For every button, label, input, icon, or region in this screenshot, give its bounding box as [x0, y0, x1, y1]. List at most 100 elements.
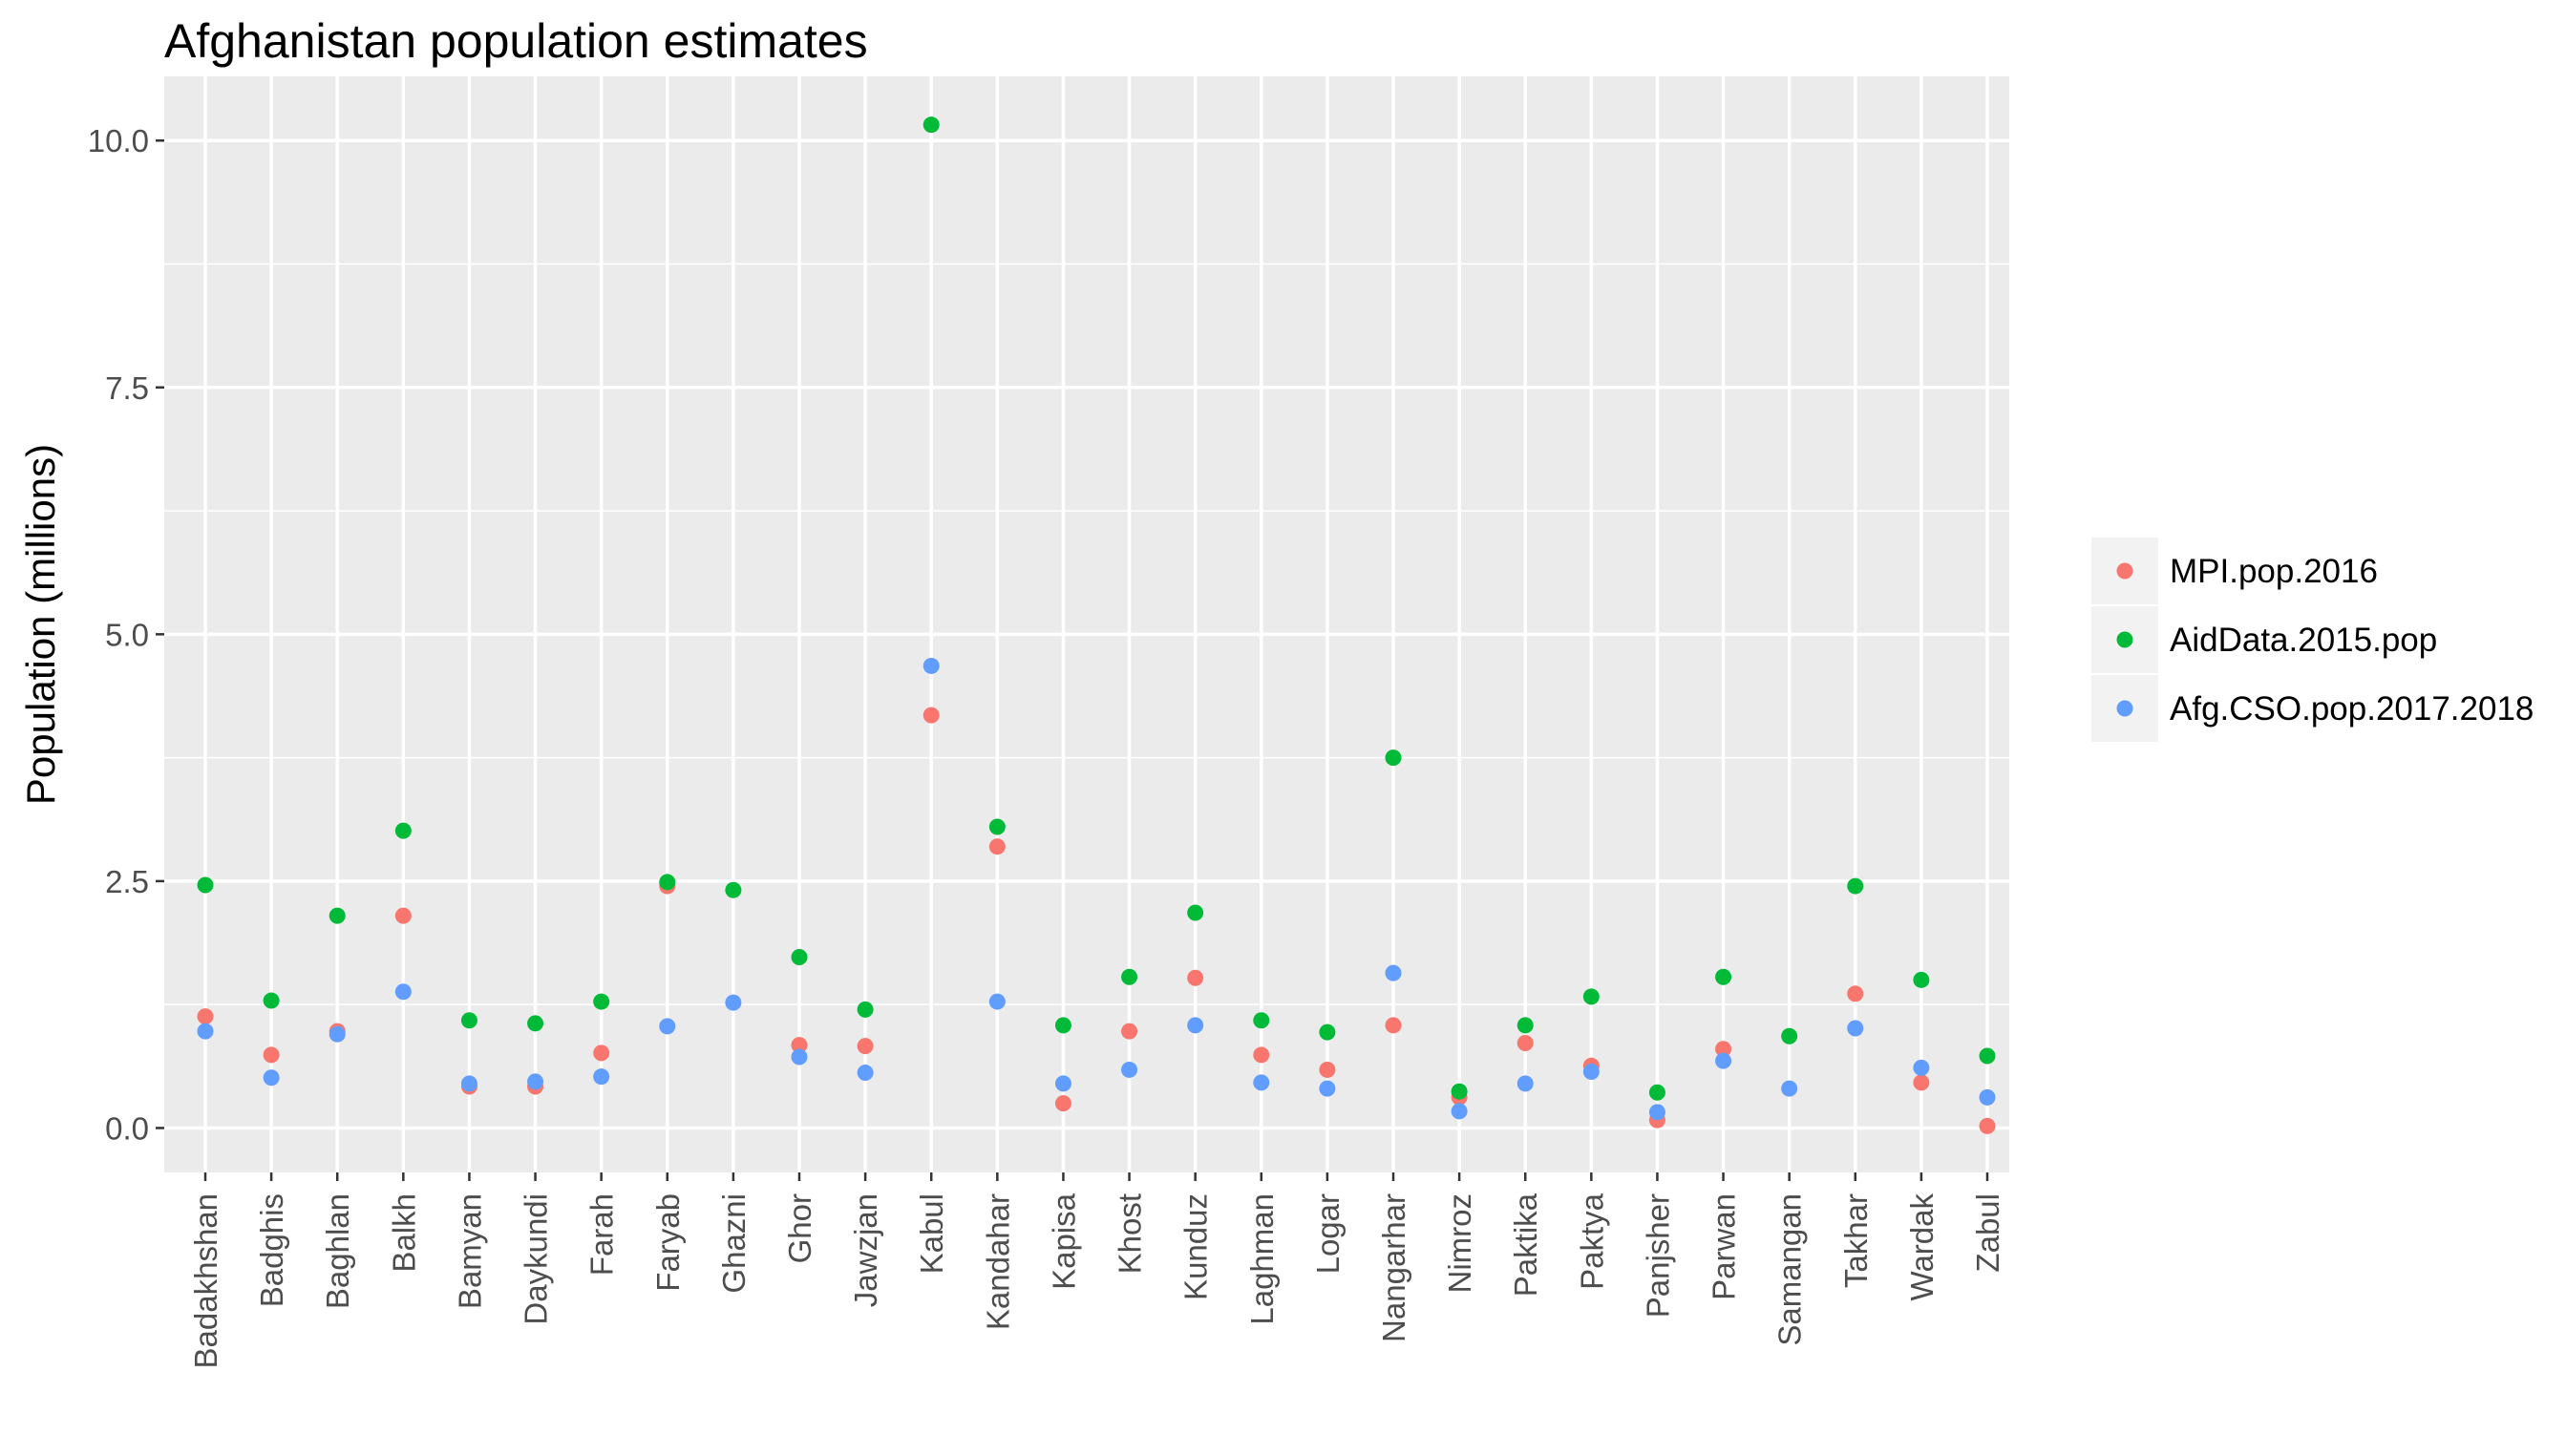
data-point [1847, 985, 1864, 1002]
data-point [922, 657, 940, 674]
y-axis: 0.0 2.5 5.0 7.5 10.0 [88, 123, 164, 1146]
data-point [394, 907, 412, 924]
data-point [394, 822, 412, 839]
data-point [1319, 1061, 1336, 1078]
data-point [1253, 1046, 1270, 1064]
x-tick-label: Badakhshan [188, 1193, 223, 1368]
data-point [197, 876, 214, 894]
x-tick-label: Baghlan [320, 1193, 355, 1309]
data-point [460, 1075, 477, 1092]
data-point [791, 1037, 808, 1054]
y-tick-label: 10.0 [88, 123, 149, 158]
data-point [1648, 1104, 1665, 1121]
data-point [1054, 1017, 1071, 1034]
y-tick-label: 2.5 [105, 864, 149, 899]
x-tick-label: Balkh [386, 1193, 421, 1273]
x-tick-label: Laghman [1244, 1193, 1280, 1325]
data-point [263, 1046, 280, 1064]
data-point [197, 1023, 214, 1040]
data-point [1516, 1075, 1534, 1092]
data-point [263, 1069, 280, 1087]
data-point [527, 1073, 544, 1090]
x-tick-label: Kandahar [980, 1193, 1015, 1330]
data-point [1385, 1017, 1402, 1034]
y-tick-label: 7.5 [105, 370, 149, 406]
x-axis: Badakhshan Badghis Baghlan Balkh Bamyan Dayku… [188, 1172, 2005, 1368]
legend-key-point [2116, 700, 2133, 717]
data-point [922, 707, 940, 724]
y-tick-label: 5.0 [105, 617, 149, 652]
data-point [1979, 1088, 1996, 1106]
data-point [263, 992, 280, 1009]
data-point [329, 1025, 346, 1043]
data-point [988, 818, 1006, 835]
data-point [1715, 1052, 1732, 1069]
x-tick-label: Kabul [914, 1193, 949, 1274]
data-point [329, 907, 346, 924]
x-tick-label: Kapisa [1046, 1192, 1081, 1290]
x-tick-label: Badghis [254, 1193, 289, 1307]
data-point [1319, 1023, 1336, 1041]
data-point [1979, 1117, 1996, 1134]
data-point [1121, 1023, 1138, 1040]
data-point [988, 838, 1006, 855]
x-tick-label: Parwan [1707, 1193, 1742, 1300]
data-point [1187, 904, 1204, 921]
x-tick-label: Nimroz [1442, 1193, 1477, 1294]
data-point [1187, 969, 1204, 986]
x-tick-label: Nangarhar [1376, 1193, 1411, 1342]
x-tick-label: Faryab [650, 1193, 686, 1292]
data-point [1582, 1064, 1600, 1081]
data-point [1121, 1061, 1138, 1078]
grid-minor [164, 263, 2009, 1005]
data-point [1121, 968, 1138, 985]
data-point [394, 983, 412, 1001]
x-tick-label: Paktya [1574, 1192, 1609, 1290]
legend-label: MPI.pop.2016 [2170, 553, 2378, 590]
x-tick-label: Daykundi [519, 1193, 554, 1325]
x-tick-label: Kunduz [1178, 1193, 1214, 1300]
grid-major [164, 76, 2009, 1172]
legend-key-point [2116, 562, 2133, 580]
data-point [1253, 1012, 1270, 1029]
x-tick-label: Zabul [1970, 1193, 2005, 1273]
data-point [1847, 877, 1864, 895]
data-point [1582, 988, 1600, 1005]
data-point [1715, 968, 1732, 985]
data-point [1648, 1084, 1665, 1101]
data-point [1781, 1027, 1798, 1045]
data-point [593, 993, 610, 1010]
data-point [1913, 971, 1930, 988]
x-tick-label: Paktika [1508, 1192, 1543, 1297]
plot-panel [164, 76, 2009, 1172]
data-point [197, 1008, 214, 1025]
y-axis-title: Population (millions) [18, 444, 63, 805]
data-point [1054, 1095, 1071, 1112]
x-tick-label: Logar [1310, 1193, 1346, 1274]
data-point [460, 1012, 477, 1029]
data-point [988, 993, 1006, 1010]
y-tick-label: 0.0 [105, 1110, 149, 1146]
data-point [527, 1015, 544, 1032]
legend-label: AidData.2015.pop [2170, 622, 2437, 659]
x-tick-label: Wardak [1904, 1193, 1940, 1301]
data-point [1913, 1074, 1930, 1091]
data-point [1385, 749, 1402, 767]
data-point [791, 1048, 808, 1066]
x-tick-label: Takhar [1838, 1193, 1874, 1288]
x-tick-label: Samangan [1772, 1193, 1808, 1346]
data-point [1054, 1075, 1071, 1092]
x-tick-label: Ghor [782, 1193, 817, 1263]
data-point [725, 994, 742, 1011]
data-point [1516, 1035, 1534, 1052]
x-tick-label: Khost [1113, 1193, 1148, 1274]
data-point [857, 1065, 874, 1082]
data-point [1451, 1083, 1468, 1100]
data-point [593, 1045, 610, 1062]
data-point [1781, 1080, 1798, 1097]
data-point [1516, 1017, 1534, 1034]
x-tick-label: Bamyan [452, 1193, 487, 1309]
data-point [1847, 1020, 1864, 1037]
data-point [725, 881, 742, 898]
